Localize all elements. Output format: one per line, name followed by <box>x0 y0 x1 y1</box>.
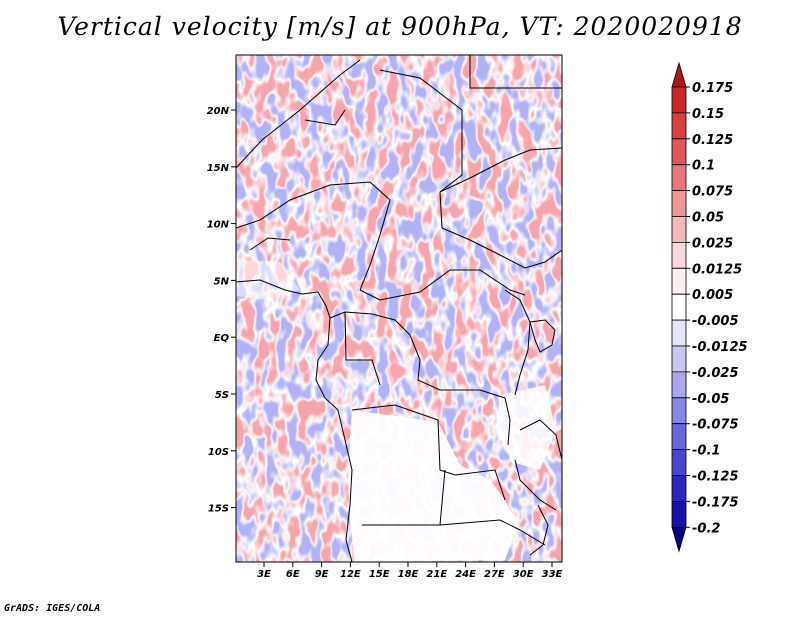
colorbar-label: -0.2 <box>692 521 720 536</box>
lat-label: 15S <box>208 504 229 515</box>
border-congo <box>329 311 506 399</box>
colorbar-label: -0.1 <box>692 444 720 459</box>
colorbar-label: 0.1 <box>692 159 715 174</box>
country-borders <box>236 55 562 562</box>
colorbar-label: 0.0125 <box>692 262 742 277</box>
lon-label: 9E <box>315 569 329 580</box>
border-gabon <box>344 311 381 386</box>
lon-label: 30E <box>513 569 534 580</box>
colorbar-segment <box>671 345 687 373</box>
colorbar-segment <box>671 293 687 321</box>
colorbar-segment <box>671 216 687 243</box>
calm-region <box>348 410 518 562</box>
colorbar-label: -0.175 <box>692 495 739 510</box>
latitude-axis: 20N 15N 10N 5N EQ 5S 10S 15S <box>207 106 236 515</box>
map-panel <box>235 54 563 563</box>
west-coastline <box>236 279 353 562</box>
colorbar-label: -0.125 <box>692 470 739 485</box>
border-namibia <box>362 469 546 546</box>
colorbar-label: 0.025 <box>692 236 733 251</box>
lat-label: 15N <box>207 163 230 174</box>
colorbar-segment <box>671 138 687 166</box>
lon-label: 3E <box>257 569 271 580</box>
lat-label: 10N <box>207 220 230 231</box>
colorbar-label: -0.0125 <box>692 340 748 355</box>
lon-label: 18E <box>398 569 419 580</box>
colorbar-segment <box>671 112 687 140</box>
border-angola <box>351 404 506 501</box>
lon-label: 15E <box>369 569 390 580</box>
plot-title: Vertical velocity [m/s] at 900hPa, VT: 2… <box>57 12 743 41</box>
colorbar-segment <box>671 86 687 114</box>
colorbar-label: 0.075 <box>692 185 733 200</box>
border-nw <box>236 59 361 169</box>
colorbar-label: -0.005 <box>692 314 739 329</box>
border-sudan-north <box>439 147 562 193</box>
lat-label: 20N <box>207 106 230 117</box>
border-sudan <box>441 227 562 269</box>
lat-label: 10S <box>208 447 229 458</box>
lon-label: 24E <box>455 569 476 580</box>
colorbar-label: 0.05 <box>692 211 724 226</box>
longitude-axis: 3E 6E 9E 12E 15E 18E 21E 24E 27E 30E 33E <box>257 562 563 580</box>
lat-label: 5S <box>215 390 229 401</box>
lon-label: 27E <box>484 569 505 580</box>
lon-label: 33E <box>542 569 563 580</box>
lake-victoria <box>529 319 556 353</box>
colorbar-segment <box>671 164 687 191</box>
colorbar-segment <box>671 61 687 88</box>
border-west-africa <box>249 109 346 251</box>
border-tanzania <box>504 397 562 461</box>
colorbar-segment <box>671 319 687 347</box>
colorbar-label: -0.05 <box>692 392 729 407</box>
lat-label: 5N <box>214 276 230 287</box>
grads-credit: GrADS: IGES/COLA <box>4 603 101 614</box>
colorbar: 0.175 0.15 0.125 0.1 0.075 0.05 0.025 0.0125 0.0… <box>671 61 748 553</box>
colorbar-segment <box>671 501 687 528</box>
colorbar-segment <box>671 423 687 450</box>
border-chad-libya <box>379 69 463 229</box>
colorbar-segment <box>671 190 687 217</box>
colorbar-segment <box>671 526 687 553</box>
lon-label: 21E <box>426 569 447 580</box>
lon-label: 12E <box>340 569 361 580</box>
border-lakes <box>504 289 531 396</box>
lon-label: 6E <box>286 569 300 580</box>
colorbar-segment <box>671 242 687 269</box>
colorbar-segment <box>671 267 687 295</box>
colorbar-label: 0.175 <box>692 81 733 96</box>
border-malawi <box>514 459 557 511</box>
map-frame <box>235 54 563 563</box>
colorbar-segment <box>671 475 687 502</box>
lat-label: EQ <box>214 333 230 344</box>
border-niger-nigeria <box>236 181 391 291</box>
colorbar-segment <box>671 371 687 399</box>
colorbar-label: -0.025 <box>692 366 739 381</box>
border-car <box>359 269 526 301</box>
colorbar-label: 0.005 <box>692 288 733 303</box>
colorbar-label: 0.15 <box>692 107 724 122</box>
colorbar-label: -0.075 <box>692 418 739 433</box>
colorbar-segment <box>671 397 687 425</box>
colorbar-label: 0.125 <box>692 133 733 148</box>
border-mozambique <box>529 504 549 556</box>
border-egypt <box>469 55 562 89</box>
colorbar-segment <box>671 449 687 476</box>
